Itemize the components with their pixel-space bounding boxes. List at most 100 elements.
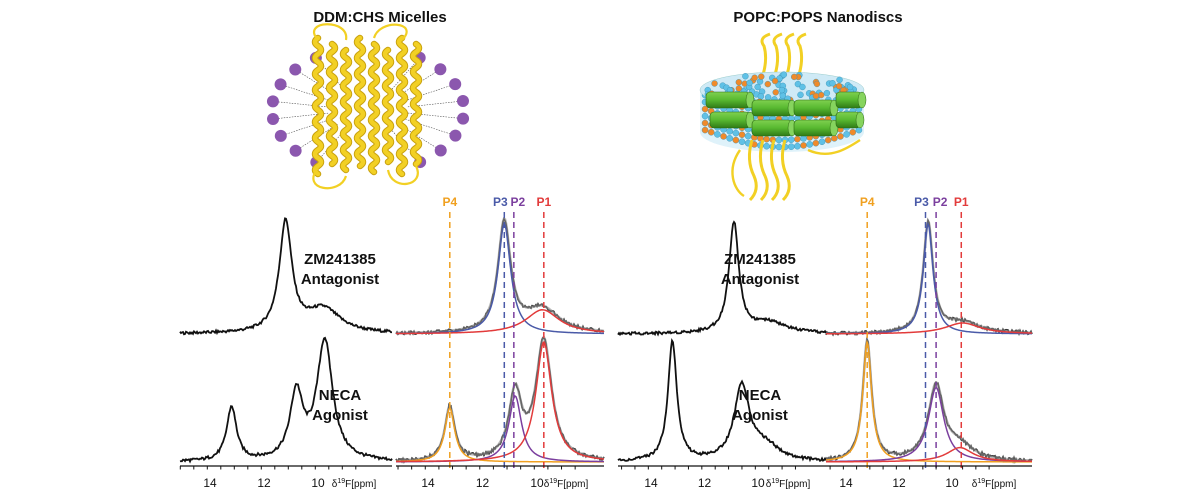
lipid-headgroup	[799, 83, 806, 91]
x-axis-tick-label: 12	[892, 476, 906, 490]
lipid-headgroup	[775, 136, 783, 144]
fit-component-p1	[826, 446, 1033, 463]
lipid-headgroup	[726, 135, 733, 142]
helix	[760, 32, 771, 79]
peak-label-p3: P3	[493, 195, 508, 209]
helix	[354, 35, 366, 169]
lipid-headgroup	[763, 135, 770, 143]
receptor-helices-bottom	[731, 139, 861, 202]
peak-label-p1: P1	[536, 195, 551, 209]
detergent-headgroup	[457, 112, 470, 125]
lipid-headgroup	[824, 136, 832, 144]
x-axis-tick-label: 10	[530, 476, 544, 490]
lipid-headgroup	[764, 94, 772, 101]
fit-total-ant	[825, 217, 1033, 335]
fit-total-ago	[825, 335, 1033, 462]
peak-label-p1: P1	[954, 195, 969, 209]
lipid-headgroup	[794, 80, 802, 88]
lipid-headgroup	[763, 142, 770, 150]
helix	[796, 32, 807, 79]
lipid-headgroup	[758, 73, 765, 80]
lipid-headgroup	[818, 138, 826, 146]
lipid-headgroup	[714, 131, 721, 138]
scaffold-helix	[793, 99, 835, 117]
detergent-tail	[389, 57, 420, 92]
lipid-headgroup	[701, 105, 709, 113]
lipid-headgroup	[742, 73, 749, 80]
detergent-headgroup	[274, 78, 287, 91]
fit-component-p3	[826, 221, 1032, 335]
detergent-headgroup	[289, 63, 302, 76]
helix	[758, 139, 769, 202]
lipid-headgroup	[764, 80, 772, 88]
peak-label-p4: P4	[442, 195, 457, 209]
loop	[731, 149, 745, 198]
lipid-headgroup	[823, 89, 831, 97]
x-axis-tick-label: 14	[839, 476, 853, 490]
lipid-headgroup	[794, 135, 801, 143]
lipid-headgroup	[812, 92, 820, 100]
lipid-headgroup	[837, 133, 844, 140]
helix	[326, 41, 338, 167]
detergent-headgroup	[456, 95, 469, 108]
condition-label-agonist-nanodiscs-2: Agonist	[732, 407, 788, 424]
condition-label-antagonist-nanodiscs-2: Antagonist	[721, 271, 799, 288]
receptor-helices-top	[760, 32, 807, 79]
lipid-headgroup	[843, 131, 850, 138]
lipid-headgroup	[806, 141, 813, 148]
peak-label-p2: P2	[510, 195, 525, 209]
lipid-headgroup	[829, 80, 836, 87]
x-axis-label: δ19F[ppm]	[972, 478, 1017, 490]
detergent-headgroup	[434, 144, 447, 157]
scaffold-helix	[751, 119, 793, 137]
lipid-headgroup	[701, 119, 709, 127]
x-axis-label: δ19F[ppm]	[766, 478, 811, 490]
fit-total-ant	[395, 216, 605, 335]
helix	[780, 139, 791, 202]
x-axis-tick-label: 10	[945, 476, 959, 490]
x-axis-tick-label: 12	[257, 476, 271, 490]
fit-component-p2	[825, 386, 1033, 463]
lipid-headgroup	[790, 73, 798, 81]
lipid-headgroup	[735, 79, 743, 86]
panel-title-micelles: DDM:CHS Micelles	[313, 9, 446, 26]
x-axis-tick-label: 12	[476, 476, 490, 490]
fit-component-p1	[826, 322, 1033, 335]
helix	[312, 35, 324, 177]
helix	[772, 32, 783, 79]
lipid-headgroup	[794, 142, 801, 150]
experimental-spectrum-ant	[825, 217, 1033, 337]
lipid-headgroup	[711, 80, 718, 87]
helix	[747, 139, 758, 202]
helix	[410, 41, 422, 167]
lipid-headgroup	[738, 131, 746, 139]
lipid-headgroup	[836, 76, 843, 84]
detergent-headgroup	[449, 78, 462, 91]
lipid-headgroup	[778, 86, 786, 94]
x-axis-tick-label: 14	[203, 476, 217, 490]
detergent-headgroup	[267, 112, 280, 125]
loop	[313, 23, 348, 41]
condition-label-antagonist-micelles-1: ZM241385	[304, 251, 376, 268]
raw-spectrum-ant	[617, 220, 827, 337]
loop	[386, 165, 419, 186]
x-axis-tick-label: 10	[751, 476, 765, 490]
loop	[312, 167, 348, 190]
scaffold-helix	[709, 111, 751, 129]
lipid-headgroup	[744, 132, 752, 140]
lipid-headgroup	[772, 89, 779, 96]
scaffold-protein-belt	[705, 91, 867, 137]
lipid-headgroup	[780, 71, 788, 78]
lipid-headgroup	[775, 143, 783, 151]
lipid-headgroup	[746, 79, 753, 87]
experimental-spectrum-ago	[825, 336, 1033, 464]
helix	[396, 35, 408, 177]
detergent-headgroup	[289, 144, 302, 157]
fit-component-p1	[396, 340, 605, 463]
lipid-headgroup	[701, 112, 709, 120]
receptor-helices	[311, 23, 423, 190]
